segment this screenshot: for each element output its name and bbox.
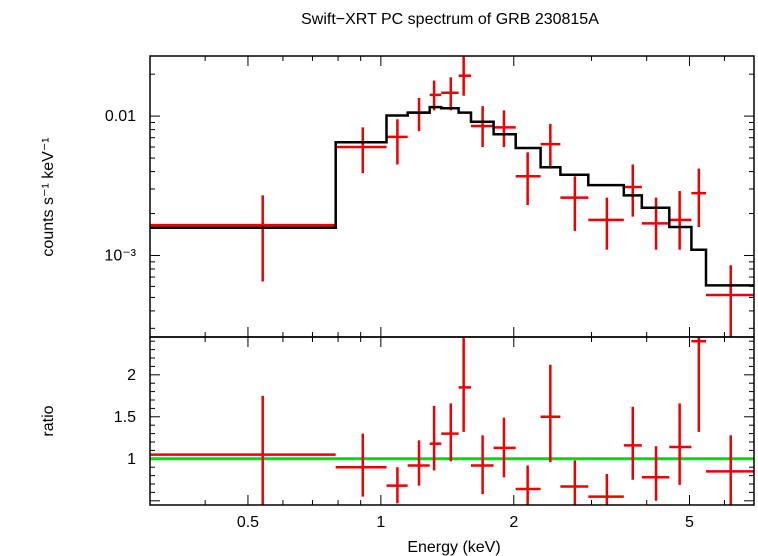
x-tick-label: 1 [376,514,385,531]
top-panel-y-axis-label: counts s⁻¹ keV⁻¹ [40,137,57,256]
ratio-panel-y-axis-label: ratio [40,405,57,436]
x-tick-label: 2 [509,514,518,531]
spectrum-y-tick-label: 10⁻³ [104,247,136,264]
ratio-panel-frame [149,336,755,506]
x-axis-label: Energy (keV) [407,539,500,556]
spectrum-y-tick-label: 0.01 [105,108,136,125]
ratio-y-tick-label: 1 [127,451,136,468]
model-step-line [150,105,754,287]
x-tick-label: 5 [685,514,694,531]
chart-title: Swift−XRT PC spectrum of GRB 230815A [301,11,599,28]
ratio-y-tick-label: 1.5 [114,409,136,426]
ratio-y-tick-label: 2 [127,367,136,384]
x-tick-label: 0.5 [237,514,259,531]
